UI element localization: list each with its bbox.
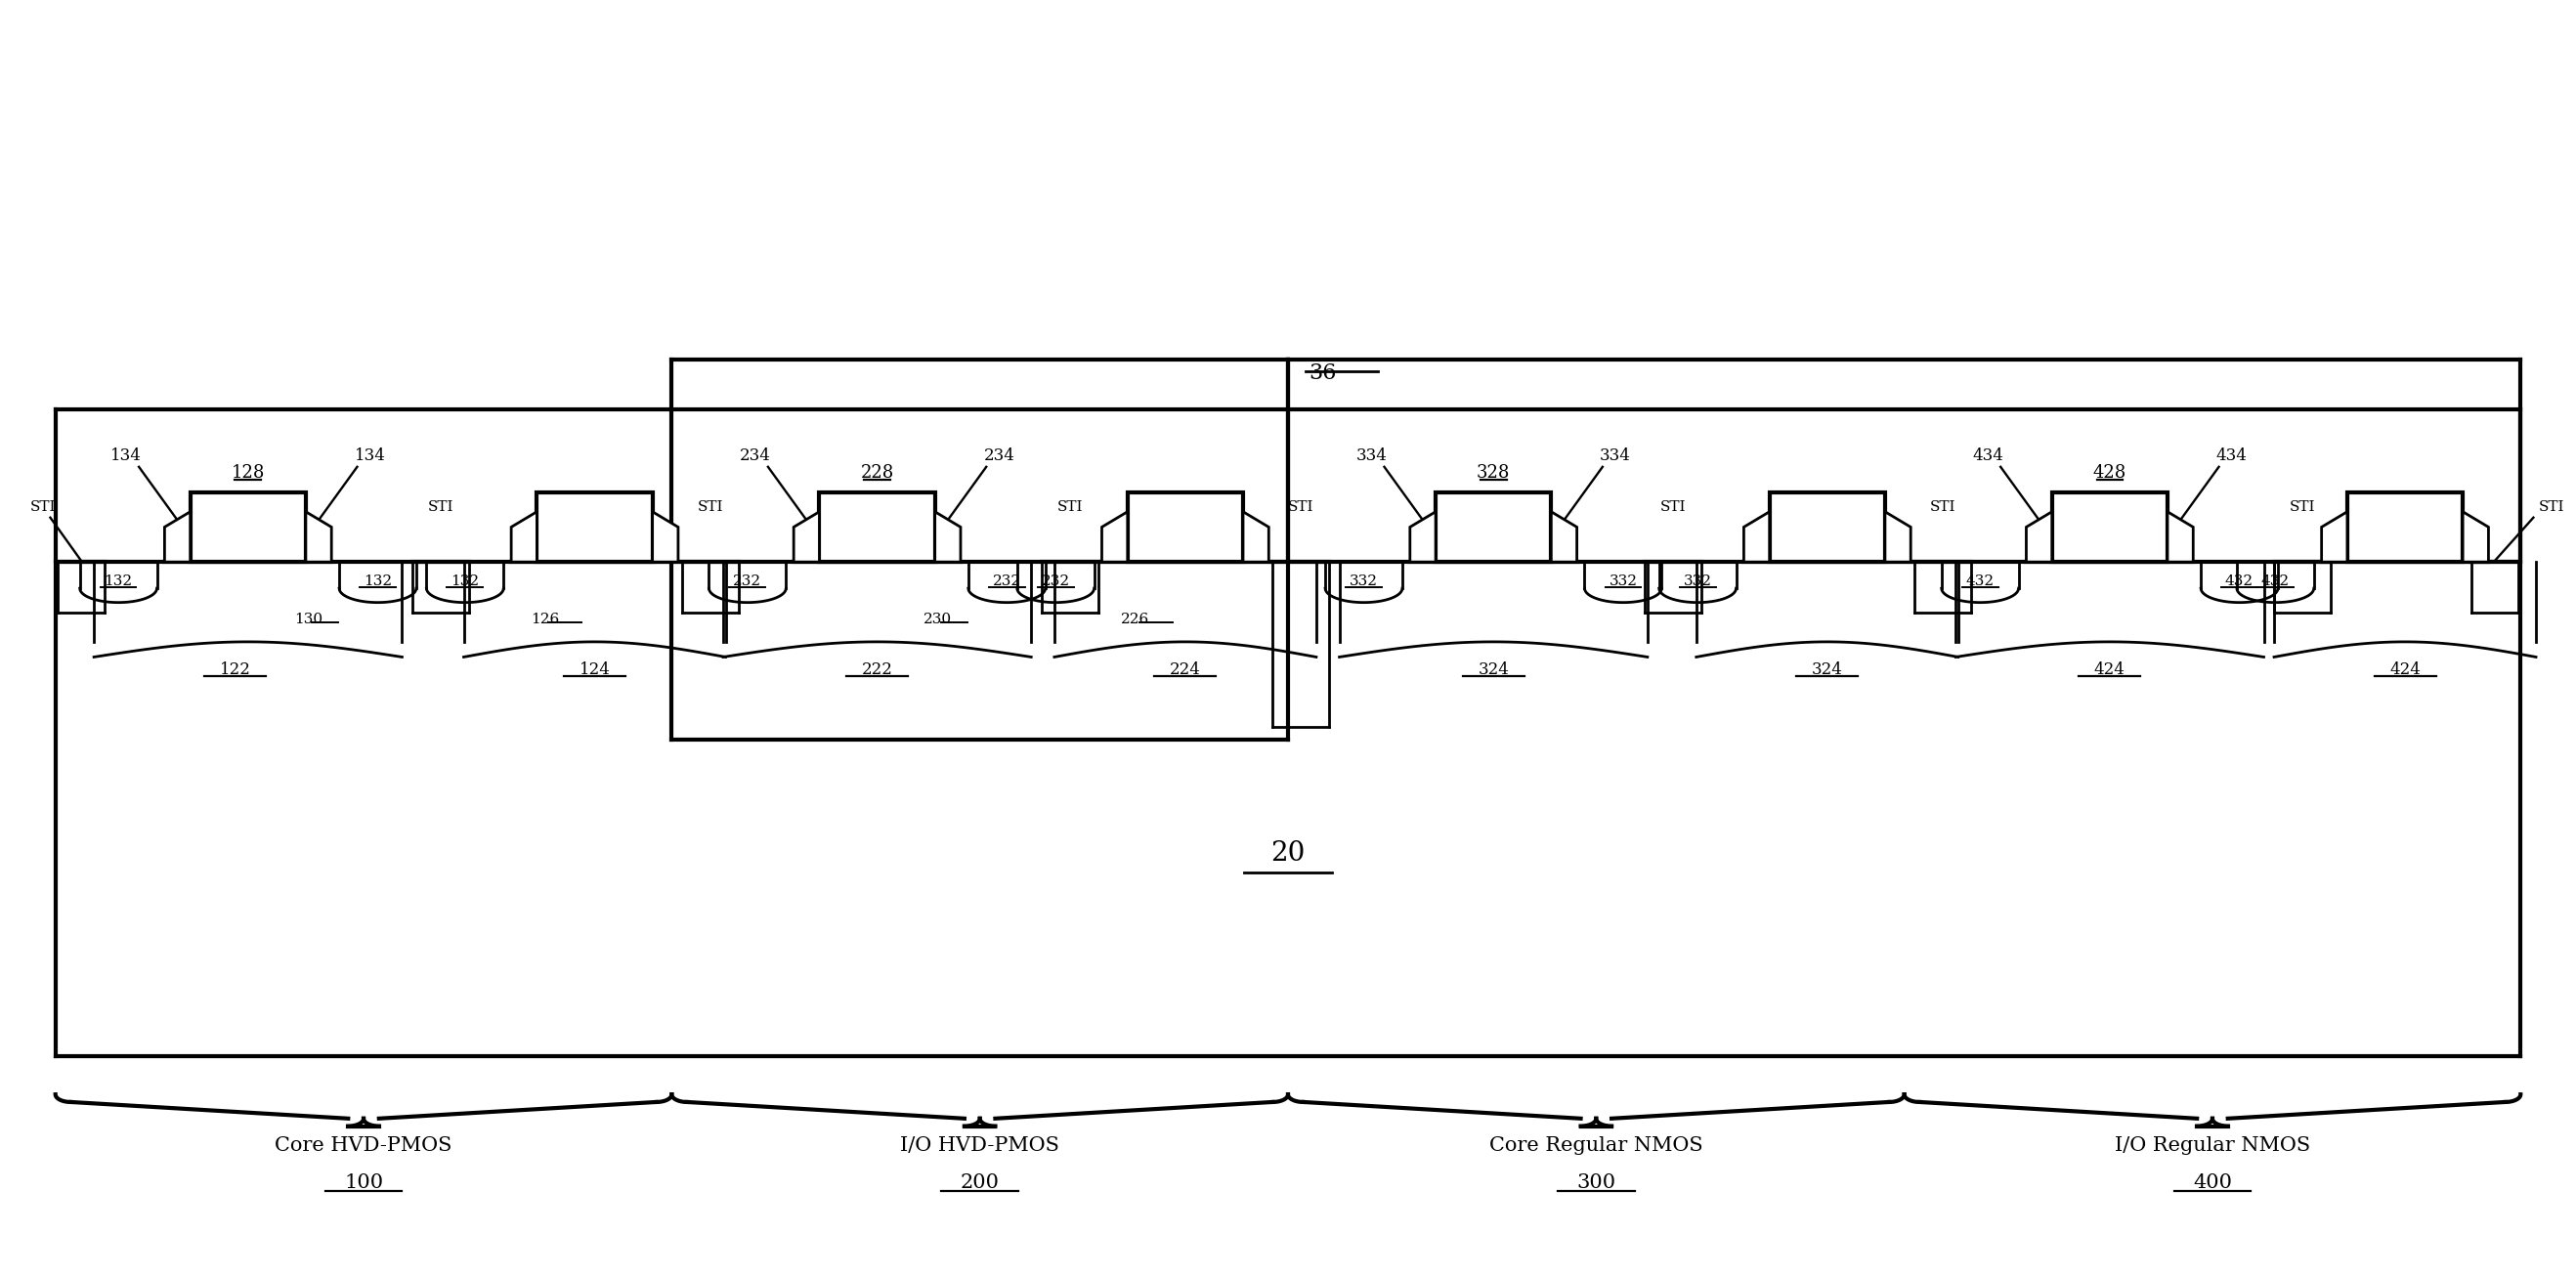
Text: STI: STI	[2290, 500, 2316, 514]
Bar	[191, 493, 307, 561]
Text: 134: 134	[111, 448, 142, 464]
Text: 228: 228	[860, 464, 894, 482]
Polygon shape	[1409, 512, 1435, 561]
Text: STI: STI	[2537, 500, 2563, 514]
Text: 300: 300	[1577, 1174, 1615, 1193]
Text: 132: 132	[103, 574, 131, 588]
Text: STI: STI	[1659, 500, 1687, 514]
Polygon shape	[307, 512, 332, 561]
Text: I/O Regular NMOS: I/O Regular NMOS	[2115, 1136, 2311, 1155]
Text: STI: STI	[698, 500, 724, 514]
Polygon shape	[2166, 512, 2192, 561]
Polygon shape	[165, 512, 191, 561]
Text: STI: STI	[31, 500, 57, 514]
Text: 334: 334	[1355, 448, 1386, 464]
Text: 332: 332	[1682, 574, 1710, 588]
Text: 224: 224	[1170, 661, 1200, 678]
Text: 132: 132	[363, 574, 392, 588]
Bar	[536, 493, 652, 561]
Polygon shape	[793, 512, 819, 561]
Polygon shape	[1244, 512, 1270, 561]
Text: 432: 432	[2262, 574, 2290, 588]
Text: 126: 126	[531, 612, 559, 625]
Text: 36: 36	[1309, 362, 1337, 384]
Text: 234: 234	[984, 448, 1015, 464]
Bar	[2347, 493, 2463, 561]
Text: 400: 400	[2192, 1174, 2231, 1193]
Bar	[819, 493, 935, 561]
Text: I/O HVD-PMOS: I/O HVD-PMOS	[899, 1136, 1059, 1155]
Polygon shape	[510, 512, 536, 561]
Text: 234: 234	[739, 448, 770, 464]
Text: 428: 428	[2092, 464, 2125, 482]
Text: 432: 432	[1965, 574, 1994, 588]
Text: STI: STI	[1288, 500, 1314, 514]
Text: 434: 434	[2215, 448, 2246, 464]
Text: 20: 20	[1270, 841, 1306, 866]
Text: 232: 232	[1041, 574, 1069, 588]
Text: 134: 134	[355, 448, 386, 464]
Polygon shape	[2027, 512, 2053, 561]
Polygon shape	[1886, 512, 1911, 561]
Text: 130: 130	[294, 612, 322, 625]
Text: 432: 432	[2226, 574, 2254, 588]
Text: 324: 324	[1811, 661, 1842, 678]
Text: 128: 128	[232, 464, 265, 482]
Text: 324: 324	[1479, 661, 1510, 678]
Text: 332: 332	[1350, 574, 1378, 588]
Polygon shape	[652, 512, 677, 561]
Text: 124: 124	[580, 661, 611, 678]
Polygon shape	[2463, 512, 2488, 561]
Text: 132: 132	[451, 574, 479, 588]
Text: 232: 232	[992, 574, 1020, 588]
Polygon shape	[1551, 512, 1577, 561]
Text: STI: STI	[1929, 500, 1955, 514]
Text: Core Regular NMOS: Core Regular NMOS	[1489, 1136, 1703, 1155]
Text: 226: 226	[1121, 612, 1149, 625]
Text: 334: 334	[1600, 448, 1631, 464]
Polygon shape	[2321, 512, 2347, 561]
Bar	[1770, 493, 1886, 561]
Polygon shape	[1103, 512, 1128, 561]
Text: 222: 222	[860, 661, 894, 678]
Polygon shape	[935, 512, 961, 561]
Bar	[2053, 493, 2166, 561]
Text: 332: 332	[1610, 574, 1638, 588]
Polygon shape	[1744, 512, 1770, 561]
Text: STI: STI	[1056, 500, 1082, 514]
Text: 230: 230	[922, 612, 951, 625]
Bar	[1128, 493, 1244, 561]
Text: 200: 200	[961, 1174, 999, 1193]
Text: Core HVD-PMOS: Core HVD-PMOS	[276, 1136, 453, 1155]
Text: 434: 434	[1973, 448, 2004, 464]
Text: 232: 232	[734, 574, 762, 588]
Text: 424: 424	[2391, 661, 2421, 678]
Text: 100: 100	[345, 1174, 384, 1193]
Bar	[1435, 493, 1551, 561]
Text: STI: STI	[428, 500, 453, 514]
Text: 328: 328	[1476, 464, 1510, 482]
Text: 122: 122	[219, 661, 250, 678]
Text: 424: 424	[2094, 661, 2125, 678]
